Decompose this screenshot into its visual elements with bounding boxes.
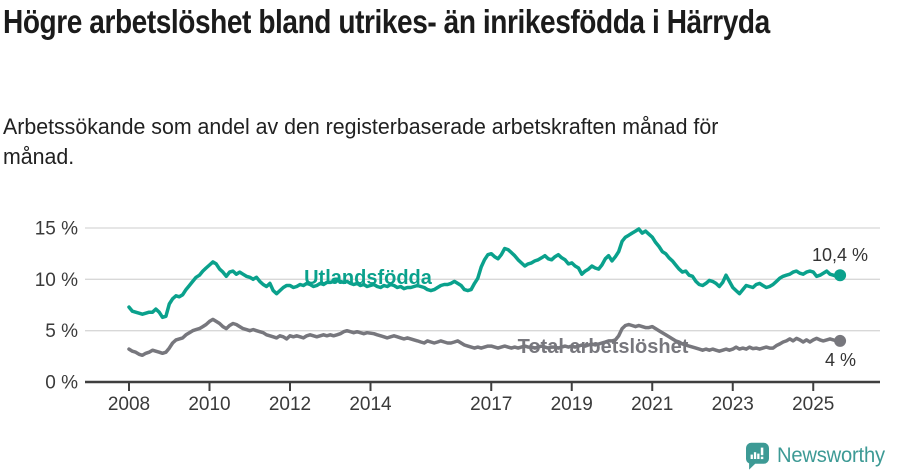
series-end-dot bbox=[834, 334, 847, 347]
newsworthy-icon bbox=[745, 442, 769, 470]
x-axis-tick-label: 2008 bbox=[108, 394, 150, 415]
newsworthy-wordmark: Newsworthy bbox=[776, 444, 885, 467]
x-axis-tick-label: 2010 bbox=[188, 394, 230, 415]
series-end-value-label: 10,4 % bbox=[812, 245, 868, 265]
chart-subtitle: Arbetssökande som andel av den registerb… bbox=[3, 114, 719, 169]
y-axis-tick-label: 10 % bbox=[35, 270, 78, 291]
series-end-dot bbox=[834, 269, 847, 282]
x-axis-tick-label: 2014 bbox=[349, 394, 392, 415]
x-axis-tick-label: 2021 bbox=[631, 394, 673, 415]
y-axis-tick-label: 0 % bbox=[45, 373, 78, 394]
series-end-value-label: 4 % bbox=[825, 350, 856, 370]
series-name-label: Total arbetslöshet bbox=[518, 336, 689, 358]
series-name-label: Utlandsfödda bbox=[304, 267, 433, 289]
x-axis-tick-label: 2012 bbox=[269, 394, 311, 415]
y-axis-tick-label: 5 % bbox=[45, 321, 78, 342]
x-axis-tick-label: 2019 bbox=[551, 394, 593, 415]
x-axis-tick-label: 2023 bbox=[712, 394, 754, 415]
page-title: Högre arbetslöshet bland utrikes- än inr… bbox=[3, 3, 770, 40]
series-line bbox=[127, 317, 842, 358]
x-axis-tick-label: 2017 bbox=[470, 394, 512, 415]
newsworthy-logo: Newsworthy bbox=[745, 441, 889, 471]
y-axis-tick-label: 15 % bbox=[35, 218, 78, 239]
unemployment-line-chart: 0 % 5 % 10 % 15 % 2008 2010 2012 2014 2017 2019 20… bbox=[35, 218, 880, 415]
x-axis-tick-label: 2025 bbox=[792, 394, 834, 415]
series-line bbox=[127, 227, 842, 320]
